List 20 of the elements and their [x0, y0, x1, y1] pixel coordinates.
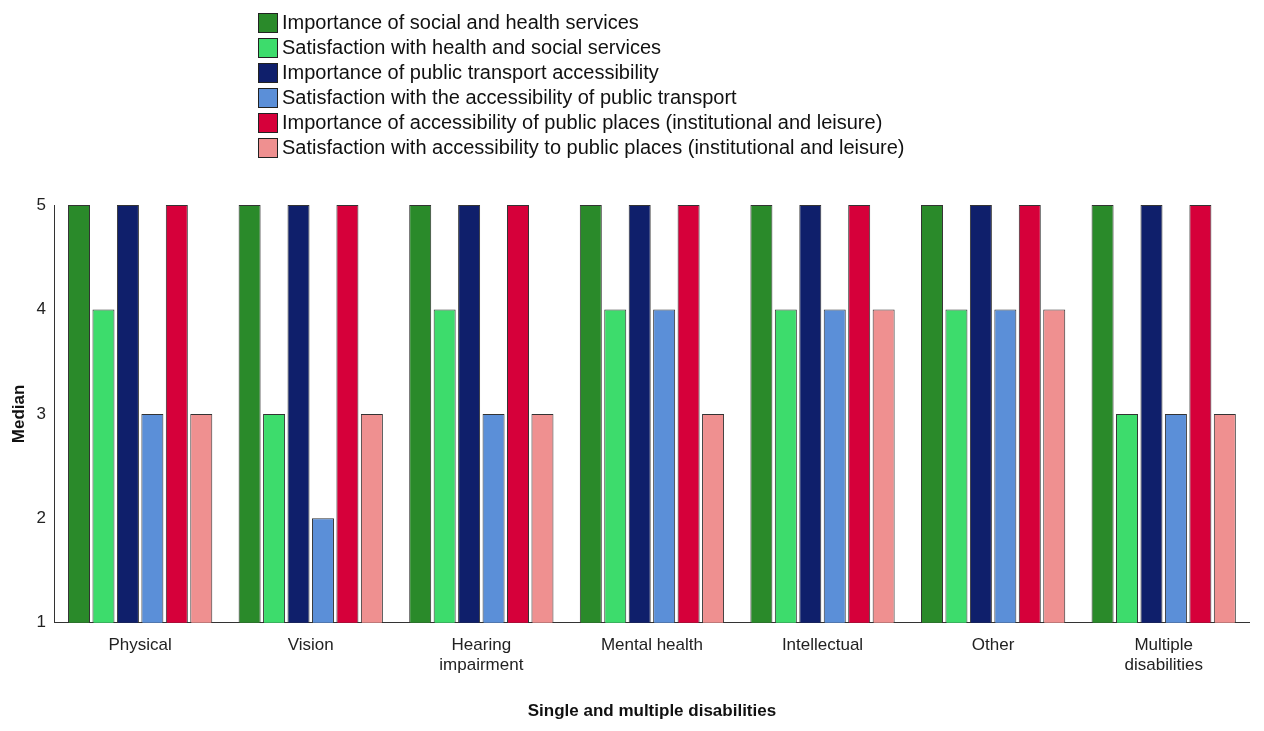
y-tick-label: 3: [36, 403, 46, 423]
x-axis-title: Single and multiple disabilities: [527, 701, 777, 721]
legend-label: Satisfaction with accessibility to public places (institutional and leisure): [282, 135, 905, 160]
y-tick-label: 5: [36, 194, 46, 214]
legend-label: Importance of social and health services: [282, 10, 639, 35]
x-tick-label: Physical: [108, 634, 172, 654]
x-tick-label: Hearing impairment: [439, 634, 524, 675]
y-tick-label: 1: [36, 612, 46, 632]
legend-label: Satisfaction with the accessibility of public transport: [282, 85, 737, 110]
y-axis-title: Median: [8, 384, 28, 444]
y-tick-label: 2: [36, 508, 46, 528]
y-tick-label: 4: [36, 299, 46, 319]
x-tick-label: Vision: [287, 634, 334, 654]
x-tick-label: Intellectual: [781, 634, 864, 654]
legend-label: Importance of accessibility of public places (institutional and leisure): [282, 110, 883, 135]
legend-label: Importance of public transport accessibility: [282, 60, 659, 85]
x-tick-label: Multiple disabilities: [1124, 634, 1203, 675]
x-tick-label: Other: [971, 634, 1015, 654]
x-tick-label: Mental health: [600, 634, 703, 654]
legend-label: Satisfaction with health and social services: [282, 35, 662, 60]
